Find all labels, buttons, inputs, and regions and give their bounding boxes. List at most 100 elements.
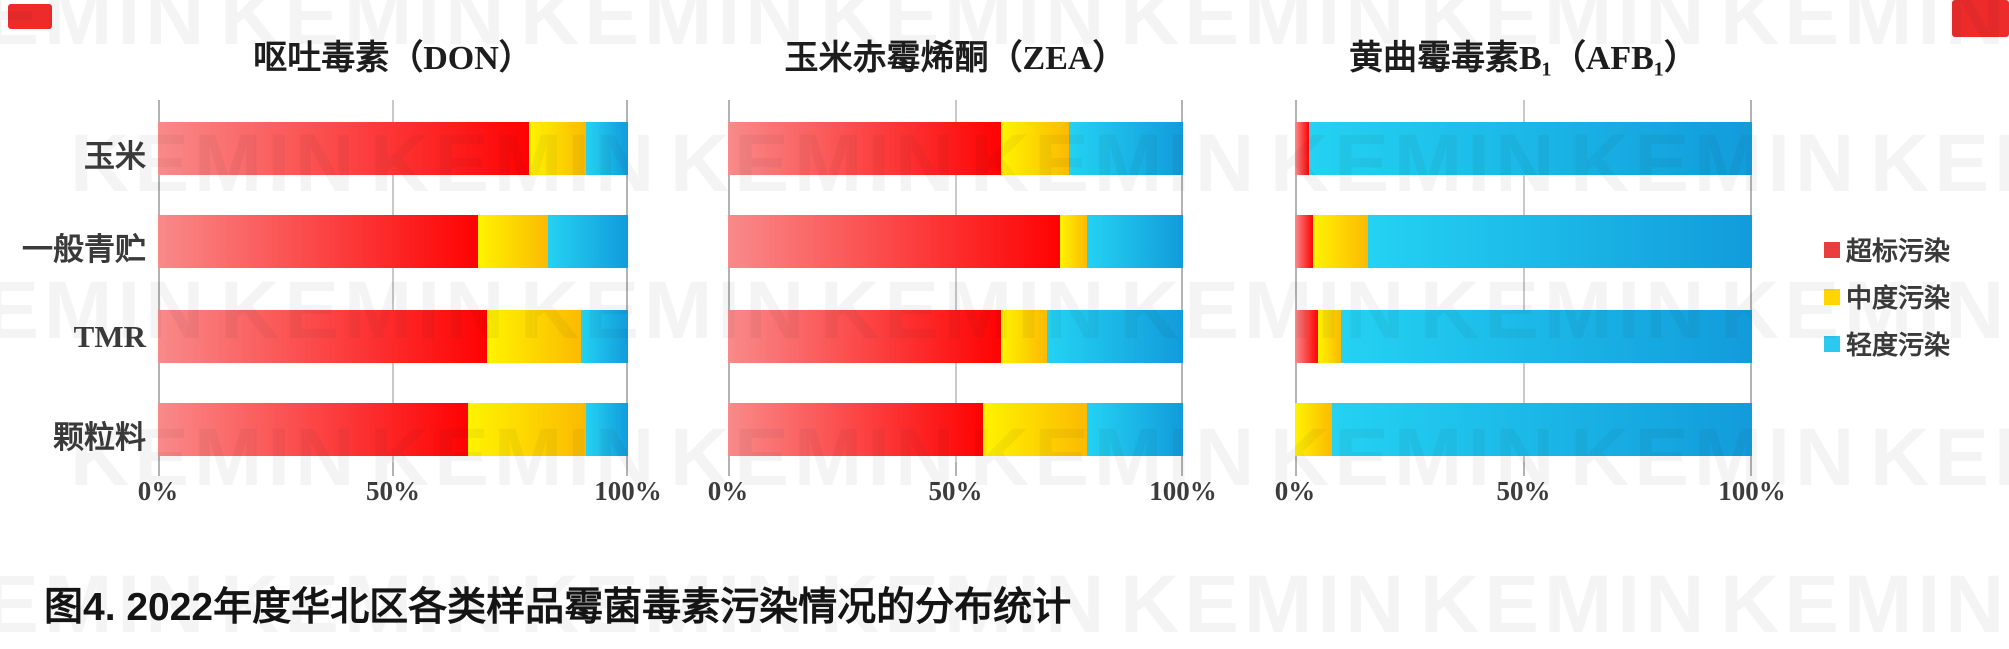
tick-50	[954, 462, 957, 476]
bar-row-一般青贮	[728, 215, 1183, 268]
bar-row-颗粒料	[728, 403, 1183, 456]
tick-0	[1295, 462, 1297, 476]
bar-segment-超标污染	[158, 403, 469, 456]
legend-swatch-blue	[1824, 335, 1840, 352]
bar-segment-轻度污染	[585, 122, 628, 175]
tick-label-50: 50%	[928, 476, 983, 506]
bar-segment-超标污染	[158, 215, 478, 268]
bar-segment-中度污染	[982, 403, 1088, 456]
bar-segment-中度污染	[529, 122, 586, 175]
tick-50	[1522, 462, 1525, 476]
bar-row-TMR	[1295, 310, 1752, 363]
bar-segment-中度污染	[1317, 310, 1341, 363]
plot-area-don	[158, 100, 628, 476]
tick-50	[392, 462, 394, 476]
kemin-logo-fragment-top-right	[1952, 0, 2009, 37]
gridline-50	[392, 100, 394, 462]
tick-0	[728, 462, 730, 476]
legend-label: 超标污染	[1846, 237, 1951, 266]
chart-afb1: 黄曲霉毒素B₁（AFB₁） 0% 50% 100%	[1275, 0, 1786, 649]
tick-label-50: 50%	[366, 476, 420, 506]
legend-item-light: 轻度污染	[1824, 328, 1951, 360]
bar-row-一般青贮	[158, 215, 628, 268]
legend-swatch-yellow	[1824, 288, 1840, 305]
bar-segment-中度污染	[1001, 122, 1070, 175]
bar-segment-轻度污染	[1069, 122, 1183, 175]
legend-item-exceed: 超标污染	[1824, 234, 1951, 266]
tick-100	[626, 462, 628, 476]
chart-zea: 玉米赤霉烯酮（ZEA） 0% 50% 100%	[708, 0, 1217, 649]
bar-segment-轻度污染	[1368, 215, 1752, 268]
tick-100	[1181, 462, 1183, 476]
bar-row-玉米	[158, 122, 628, 175]
bar-segment-超标污染	[728, 215, 1061, 268]
bar-segment-轻度污染	[581, 310, 628, 363]
kemin-logo-fragment-top-left	[8, 4, 52, 29]
row-label-pellet: 颗粒料	[53, 420, 146, 455]
legend: 超标污染 中度污染 轻度污染	[1824, 234, 1950, 375]
bar-segment-轻度污染	[1340, 310, 1752, 363]
axis-line-100	[1750, 100, 1752, 462]
bar-segment-中度污染	[1295, 403, 1332, 456]
tick-100	[1750, 462, 1752, 476]
bar-segment-中度污染	[477, 215, 549, 268]
tick-label-0: 0%	[1274, 476, 1316, 506]
axis-line-0	[158, 100, 160, 462]
bar-row-TMR	[158, 310, 628, 363]
axis-line-0	[1295, 100, 1297, 462]
bar-row-颗粒料	[158, 403, 628, 456]
gridline-50	[954, 100, 957, 462]
row-label-silage: 一般青贮	[22, 232, 146, 267]
bar-segment-轻度污染	[1308, 122, 1752, 175]
bar-segment-轻度污染	[585, 403, 628, 456]
chart-title-zea: 玉米赤霉烯酮（ZEA）	[784, 40, 1127, 77]
bar-segment-超标污染	[1295, 215, 1314, 268]
tick-label-100: 100%	[594, 476, 662, 506]
bar-segment-超标污染	[1295, 310, 1318, 363]
row-label-tmr: TMR	[73, 319, 146, 354]
chart-title-afb1: 黄曲霉毒素B₁（AFB₁）	[1348, 40, 1699, 77]
kemin-watermark: KEMIN	[1870, 118, 2009, 209]
legend-label: 中度污染	[1846, 284, 1951, 313]
figure-caption: 图4. 2022年度华北区各类样品霉菌毒素污染情况的分布统计	[44, 586, 1072, 629]
bar-row-玉米	[728, 122, 1183, 175]
bar-segment-中度污染	[1313, 215, 1369, 268]
legend-swatch-red	[1824, 241, 1840, 258]
tick-label-100: 100%	[1149, 476, 1217, 506]
legend-label: 轻度污染	[1846, 331, 1951, 360]
tick-label-0: 0%	[707, 476, 749, 506]
bar-segment-超标污染	[728, 122, 1001, 175]
axis-line-0	[728, 100, 730, 462]
bar-segment-超标污染	[158, 310, 487, 363]
gridline-50	[1522, 100, 1525, 462]
row-label-corn: 玉米	[84, 139, 146, 174]
bar-segment-轻度污染	[1331, 403, 1752, 456]
bar-segment-中度污染	[468, 403, 586, 456]
bar-segment-超标污染	[728, 310, 1001, 363]
axis-line-100	[1181, 100, 1183, 462]
bar-row-颗粒料	[1295, 403, 1752, 456]
kemin-watermark: KEMIN	[1720, 559, 2009, 649]
chart-title-don: 呕吐毒素（DON）	[253, 40, 533, 77]
bar-segment-超标污染	[158, 122, 530, 175]
bar-row-TMR	[728, 310, 1183, 363]
bar-row-玉米	[1295, 122, 1752, 175]
tick-label-0: 0%	[137, 476, 179, 506]
chart-don: 呕吐毒素（DON） 0% 50% 100%	[138, 0, 662, 649]
tick-label-100: 100%	[1718, 476, 1786, 506]
bar-segment-轻度污染	[1087, 403, 1183, 456]
bar-segment-轻度污染	[548, 215, 628, 268]
bar-segment-超标污染	[1295, 122, 1309, 175]
kemin-watermark: KEMIN	[1870, 412, 2009, 503]
bar-segment-中度污染	[487, 310, 581, 363]
bar-segment-轻度污染	[1087, 215, 1183, 268]
bar-segment-中度污染	[1060, 215, 1088, 268]
plot-area-afb1	[1295, 100, 1752, 476]
bar-row-一般青贮	[1295, 215, 1752, 268]
bar-segment-中度污染	[1001, 310, 1047, 363]
tick-label-50: 50%	[1496, 476, 1551, 506]
tick-0	[158, 462, 160, 476]
bar-segment-超标污染	[728, 403, 983, 456]
plot-area-zea	[728, 100, 1183, 476]
